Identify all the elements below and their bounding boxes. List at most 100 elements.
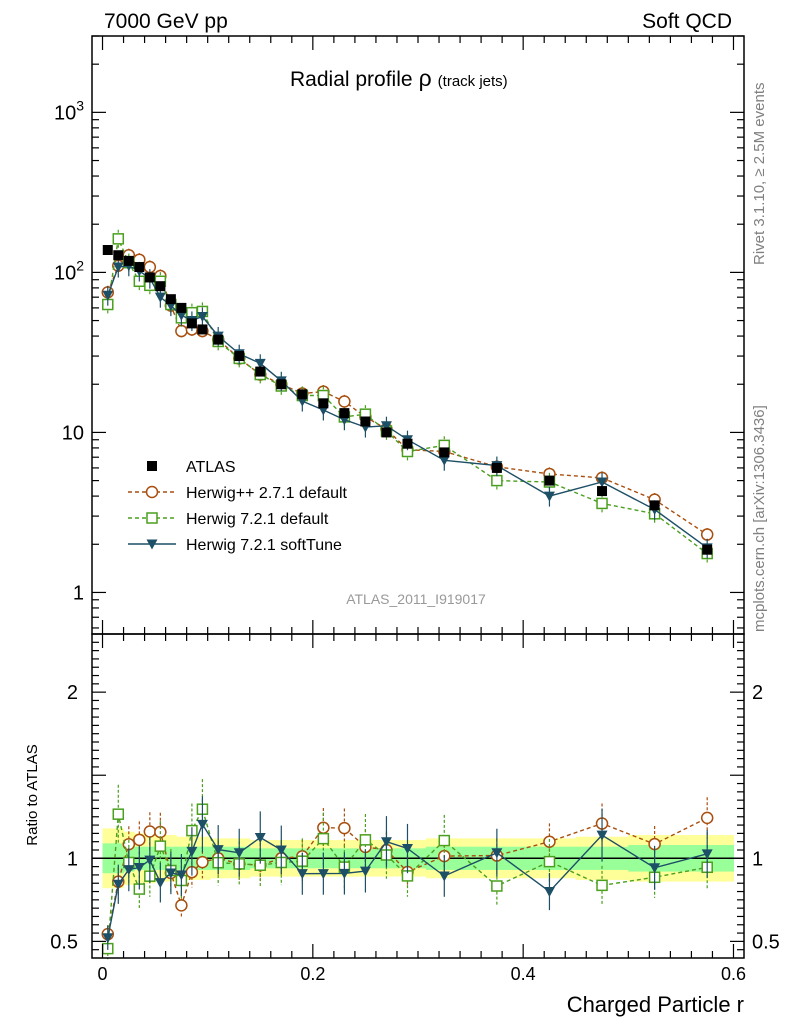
category-label: Soft QCD xyxy=(642,10,732,33)
data-point-atlas xyxy=(439,447,450,458)
ratio-point-softtune xyxy=(254,833,266,844)
ratio-point-softtune xyxy=(275,845,287,856)
ratio-point-softtune xyxy=(186,846,198,857)
data-point-atlas xyxy=(186,318,197,329)
legend-marker xyxy=(145,485,159,499)
ratio-point-softtune xyxy=(133,863,145,874)
ratio-point-softtune xyxy=(112,879,124,890)
ratio-point-softtune xyxy=(491,848,503,859)
ratio-y-tick-label: 1 xyxy=(67,848,78,870)
data-point-softtune xyxy=(596,477,608,488)
legend: ATLAS Herwig++ 2.7.1 default Herwig 7.2.1 … xyxy=(128,459,348,554)
data-point-atlas xyxy=(144,272,155,283)
data-point-atlas xyxy=(155,281,166,292)
ratio-point-softtune xyxy=(338,868,350,879)
legend-label: Herwig 7.2.1 default xyxy=(186,511,329,528)
ratio-point-softtune xyxy=(196,819,208,830)
data-point-atlas xyxy=(134,262,145,273)
x-tick-label: 0.4 xyxy=(511,964,536,984)
ratio-point-herwigpp xyxy=(143,825,157,838)
ratio-point-herwig721 xyxy=(438,834,451,847)
ratio-point-softtune xyxy=(359,866,371,877)
plot-title-sub: (track jets) xyxy=(438,73,508,90)
data-point-atlas xyxy=(113,250,124,261)
data-point-atlas xyxy=(234,351,245,362)
data-point-softtune xyxy=(112,262,124,273)
ratio-point-softtune xyxy=(144,855,156,866)
rivet-label: Rivet 3.1.10, ≥ 2.5M events xyxy=(751,83,768,266)
plot-title-main: Radial profile xyxy=(290,68,413,91)
energy-label: 7000 GeV pp xyxy=(104,10,228,33)
legend-marker xyxy=(147,461,157,471)
series-line-herwig721 xyxy=(107,236,708,555)
plot-title-symbol: ρ xyxy=(419,65,432,91)
data-point-atlas xyxy=(276,379,287,390)
ratio-point-herwig721 xyxy=(112,808,125,820)
data-point-atlas xyxy=(318,398,329,409)
ratio-y-tick-label: 0.5 xyxy=(50,931,78,953)
legend-entry-softtune: Herwig 7.2.1 softTune xyxy=(128,537,342,554)
data-point-softtune xyxy=(543,491,555,502)
x-axis-label: Charged Particle r xyxy=(567,992,744,1017)
ratio-point-herwig721 xyxy=(543,855,556,868)
legend-entry-herwig721: Herwig 7.2.1 default xyxy=(128,511,329,528)
data-point-softtune xyxy=(254,358,266,369)
data-point-atlas xyxy=(197,324,208,335)
legend-marker xyxy=(146,539,158,550)
data-point-atlas xyxy=(402,438,413,449)
data-point-atlas xyxy=(491,462,502,473)
ratio-point-herwigpp xyxy=(338,821,351,835)
data-point-softtune xyxy=(102,290,114,301)
ratio-point-herwig721 xyxy=(154,840,167,852)
ratio-point-herwigpp xyxy=(700,811,714,825)
ratio-point-softtune xyxy=(233,848,245,859)
mcplots-label: mcplots.cern.ch [arXiv:1306.3436] xyxy=(751,405,768,632)
ratio-point-herwigpp xyxy=(175,899,188,912)
ratio-point-softtune xyxy=(543,887,555,898)
data-point-atlas xyxy=(544,475,555,486)
ratio-point-herwig721 xyxy=(359,834,372,846)
y-tick-label: 10 xyxy=(62,422,84,444)
ratio-point-softtune xyxy=(165,868,177,879)
ratio-line-softtune xyxy=(107,822,708,938)
ratio-plot-area: 0 0.2 0.4 0.6 0.5 0.5 1 1 2 2 xyxy=(50,633,780,984)
ratio-y-tick-label: 2 xyxy=(67,682,78,704)
x-tick-label: 0.6 xyxy=(721,964,746,984)
ratio-point-softtune xyxy=(317,869,329,880)
ratio-y-axis-label: Ratio to ATLAS xyxy=(24,744,41,845)
data-point-softtune xyxy=(380,421,392,432)
data-point-herwigpp xyxy=(700,528,714,541)
legend-label: Herwig++ 2.7.1 default xyxy=(186,485,348,502)
x-tick-label: 0 xyxy=(98,964,108,984)
data-point-atlas xyxy=(702,544,713,555)
ratio-point-softtune xyxy=(175,870,187,881)
ratio-point-softtune xyxy=(102,933,114,944)
ratio-point-softtune xyxy=(380,837,392,848)
ratio-point-softtune xyxy=(123,865,135,876)
data-point-atlas xyxy=(297,389,308,400)
data-point-atlas xyxy=(255,366,266,377)
data-point-atlas xyxy=(360,416,371,427)
data-point-herwig721 xyxy=(491,474,503,487)
data-point-softtune xyxy=(175,310,187,321)
data-point-atlas xyxy=(102,245,113,256)
data-point-atlas xyxy=(176,302,187,313)
y-tick-label: 102 xyxy=(54,257,84,284)
plot-title: Radial profile ρ (track jets) xyxy=(290,65,508,91)
legend-label: ATLAS xyxy=(186,459,236,476)
ratio-point-softtune xyxy=(296,869,308,880)
x-tick-label: 0.2 xyxy=(300,964,325,984)
data-point-atlas xyxy=(381,427,392,438)
data-point-atlas xyxy=(123,255,134,266)
ratio-point-softtune xyxy=(154,878,166,889)
data-point-atlas xyxy=(597,486,608,497)
data-point-atlas xyxy=(649,500,660,511)
legend-entry-herwigpp: Herwig++ 2.7.1 default xyxy=(128,485,348,502)
ratio-point-herwig721 xyxy=(317,832,330,845)
ratio-point-herwigpp xyxy=(196,855,209,869)
data-point-herwigpp xyxy=(175,324,188,338)
ratio-point-softtune xyxy=(438,871,450,882)
ratio-point-herwig721 xyxy=(596,879,608,892)
ratio-point-softtune xyxy=(701,849,713,860)
